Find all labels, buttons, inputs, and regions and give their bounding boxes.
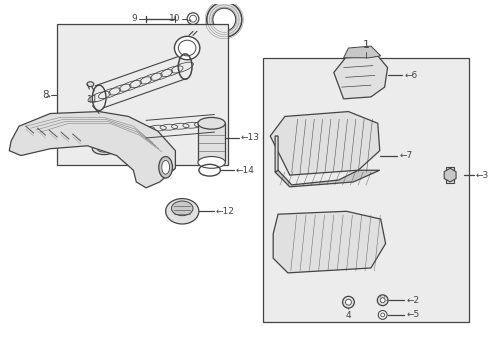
Text: 10: 10 [169, 14, 180, 23]
Polygon shape [273, 211, 386, 273]
Text: →: → [187, 17, 192, 22]
Circle shape [381, 313, 385, 317]
Text: 9: 9 [131, 14, 137, 23]
Polygon shape [334, 56, 388, 99]
Text: →: → [46, 94, 50, 98]
Text: 4: 4 [345, 311, 351, 320]
Ellipse shape [97, 145, 111, 152]
Polygon shape [270, 112, 380, 175]
Ellipse shape [172, 201, 193, 216]
Circle shape [343, 296, 354, 308]
Ellipse shape [159, 157, 172, 178]
Ellipse shape [87, 82, 94, 87]
Circle shape [187, 13, 199, 24]
Text: ←7: ←7 [399, 151, 413, 160]
Circle shape [378, 311, 387, 319]
Ellipse shape [178, 40, 196, 56]
Ellipse shape [162, 161, 170, 174]
Text: ←14: ←14 [236, 166, 255, 175]
Bar [446, 167, 454, 183]
Text: ←3: ←3 [476, 171, 489, 180]
Circle shape [207, 2, 242, 37]
Circle shape [213, 8, 236, 31]
Polygon shape [9, 112, 175, 188]
Text: ←13: ←13 [241, 134, 260, 143]
Text: 1: 1 [363, 40, 369, 50]
Ellipse shape [174, 36, 200, 60]
Text: ←2: ←2 [406, 296, 419, 305]
Polygon shape [275, 170, 380, 187]
Circle shape [345, 299, 351, 305]
Circle shape [190, 15, 196, 22]
Polygon shape [444, 168, 456, 182]
Text: 8: 8 [43, 90, 49, 100]
Text: ←6: ←6 [404, 71, 417, 80]
Text: ←12: ←12 [216, 207, 234, 216]
Circle shape [380, 298, 385, 303]
Polygon shape [198, 123, 225, 162]
Ellipse shape [166, 199, 199, 224]
Ellipse shape [198, 157, 225, 168]
Ellipse shape [198, 117, 225, 129]
Text: ←5: ←5 [406, 310, 419, 319]
Ellipse shape [92, 143, 116, 154]
Circle shape [377, 295, 388, 306]
Bar [57, 23, 228, 165]
Bar [264, 58, 469, 322]
Polygon shape [275, 136, 278, 172]
Text: 11: 11 [87, 95, 98, 104]
Polygon shape [343, 46, 381, 58]
